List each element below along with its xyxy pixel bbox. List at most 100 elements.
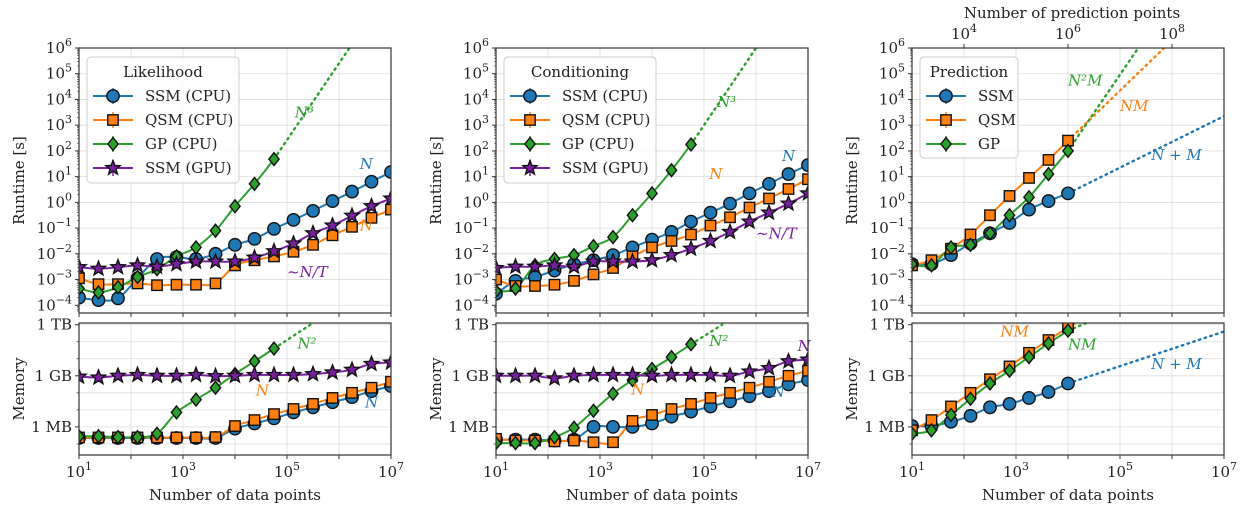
data-point bbox=[306, 203, 320, 218]
data-point bbox=[685, 228, 697, 241]
data-point bbox=[496, 283, 503, 299]
legend-entry: QSM (CPU) bbox=[145, 111, 233, 129]
extrapolation-line bbox=[1066, 114, 1224, 195]
data-point bbox=[1061, 143, 1075, 159]
data-point bbox=[799, 350, 808, 368]
data-point bbox=[92, 428, 105, 444]
legend-box bbox=[503, 56, 657, 184]
data-point bbox=[496, 366, 505, 384]
annotation: N² bbox=[708, 332, 728, 350]
legend-marker bbox=[523, 89, 537, 103]
y-tick-label: 102 bbox=[46, 139, 72, 160]
annotation: N bbox=[797, 337, 812, 355]
data-point bbox=[587, 436, 600, 449]
data-point bbox=[724, 386, 736, 399]
y-tick-label: 104 bbox=[46, 87, 72, 108]
annotation: N bbox=[359, 155, 374, 173]
data-point bbox=[1022, 189, 1036, 205]
data-point bbox=[586, 419, 601, 434]
data-point bbox=[79, 257, 88, 275]
annotation: ~N/T bbox=[756, 224, 798, 242]
data-point bbox=[128, 365, 147, 383]
data-point bbox=[362, 354, 381, 372]
data-point bbox=[944, 239, 958, 255]
data-point bbox=[643, 250, 661, 268]
annotation: N² bbox=[296, 335, 316, 353]
y-tick-label: 100 bbox=[46, 190, 72, 211]
data-point bbox=[364, 174, 379, 189]
data-point bbox=[665, 235, 678, 247]
data-point bbox=[528, 435, 542, 451]
data-point bbox=[587, 403, 600, 419]
axes-frame bbox=[78, 47, 392, 314]
data-point bbox=[763, 375, 775, 388]
data-point bbox=[111, 429, 125, 445]
data-point bbox=[548, 278, 561, 291]
annotation: N³ bbox=[294, 103, 314, 121]
data-point bbox=[226, 252, 244, 270]
data-point bbox=[247, 232, 262, 246]
data-point bbox=[229, 420, 241, 432]
data-point bbox=[109, 257, 127, 275]
y-tick-label: 1 GB bbox=[452, 367, 489, 385]
legend-marker bbox=[524, 114, 536, 126]
data-point bbox=[167, 366, 186, 384]
legend-box bbox=[919, 56, 1019, 159]
data-point bbox=[548, 429, 561, 445]
memory-series-group bbox=[912, 323, 1224, 442]
data-point bbox=[584, 252, 603, 270]
data-point bbox=[1022, 349, 1036, 365]
data-point bbox=[326, 392, 339, 404]
data-point bbox=[721, 222, 739, 240]
y-tick-label: 10−2 bbox=[37, 242, 72, 263]
data-point bbox=[248, 176, 261, 192]
x-tick-label: 103 bbox=[587, 460, 613, 481]
y-tick-label: 102 bbox=[879, 139, 905, 160]
data-point bbox=[131, 429, 144, 445]
data-point bbox=[665, 349, 678, 365]
y-tick-label: 1 MB bbox=[864, 418, 905, 436]
y-tick-label: 103 bbox=[46, 113, 72, 134]
data-point bbox=[209, 277, 222, 290]
y-tick-label: 106 bbox=[879, 36, 905, 57]
data-point bbox=[763, 192, 775, 205]
data-point bbox=[760, 203, 778, 221]
annotation: N + M bbox=[1150, 146, 1202, 164]
data-point bbox=[187, 252, 205, 270]
y-tick-label: 106 bbox=[463, 36, 489, 57]
legend-title: Likelihood bbox=[123, 63, 203, 81]
memory-series-group bbox=[79, 323, 391, 445]
data-point bbox=[704, 392, 717, 404]
x-tick-label: 105 bbox=[274, 460, 300, 481]
data-point bbox=[983, 225, 997, 241]
data-point bbox=[325, 194, 340, 208]
data-point bbox=[365, 211, 378, 224]
legend: Likelihood SSM (CPU) QSM (CPU) GP (CPU) SSM … bbox=[86, 56, 240, 184]
data-point bbox=[187, 365, 205, 383]
data-point bbox=[1023, 172, 1035, 184]
data-point bbox=[206, 252, 225, 270]
y-tick-label: 100 bbox=[879, 190, 905, 211]
top-x-tick-label: 104 bbox=[951, 22, 977, 43]
legend-entry: SSM (GPU) bbox=[145, 159, 232, 177]
data-point bbox=[743, 201, 756, 214]
data-point bbox=[1061, 323, 1075, 339]
legend-title: Prediction bbox=[930, 63, 1009, 81]
data-point bbox=[762, 176, 776, 191]
legend-entry: QSM (CPU) bbox=[562, 111, 650, 129]
data-point bbox=[228, 237, 242, 252]
data-point bbox=[382, 189, 391, 207]
data-point bbox=[545, 368, 564, 386]
annotation: N bbox=[359, 217, 374, 235]
x-tick-label: 105 bbox=[691, 460, 717, 481]
data-point bbox=[568, 274, 580, 287]
y-tick-label: 104 bbox=[463, 87, 489, 108]
data-point bbox=[323, 216, 342, 234]
y-tick-label: 105 bbox=[46, 62, 72, 83]
data-point bbox=[1041, 194, 1056, 208]
extrapolation-line bbox=[1066, 48, 1140, 153]
annotation: NM bbox=[1119, 97, 1149, 115]
data-point bbox=[345, 184, 359, 199]
